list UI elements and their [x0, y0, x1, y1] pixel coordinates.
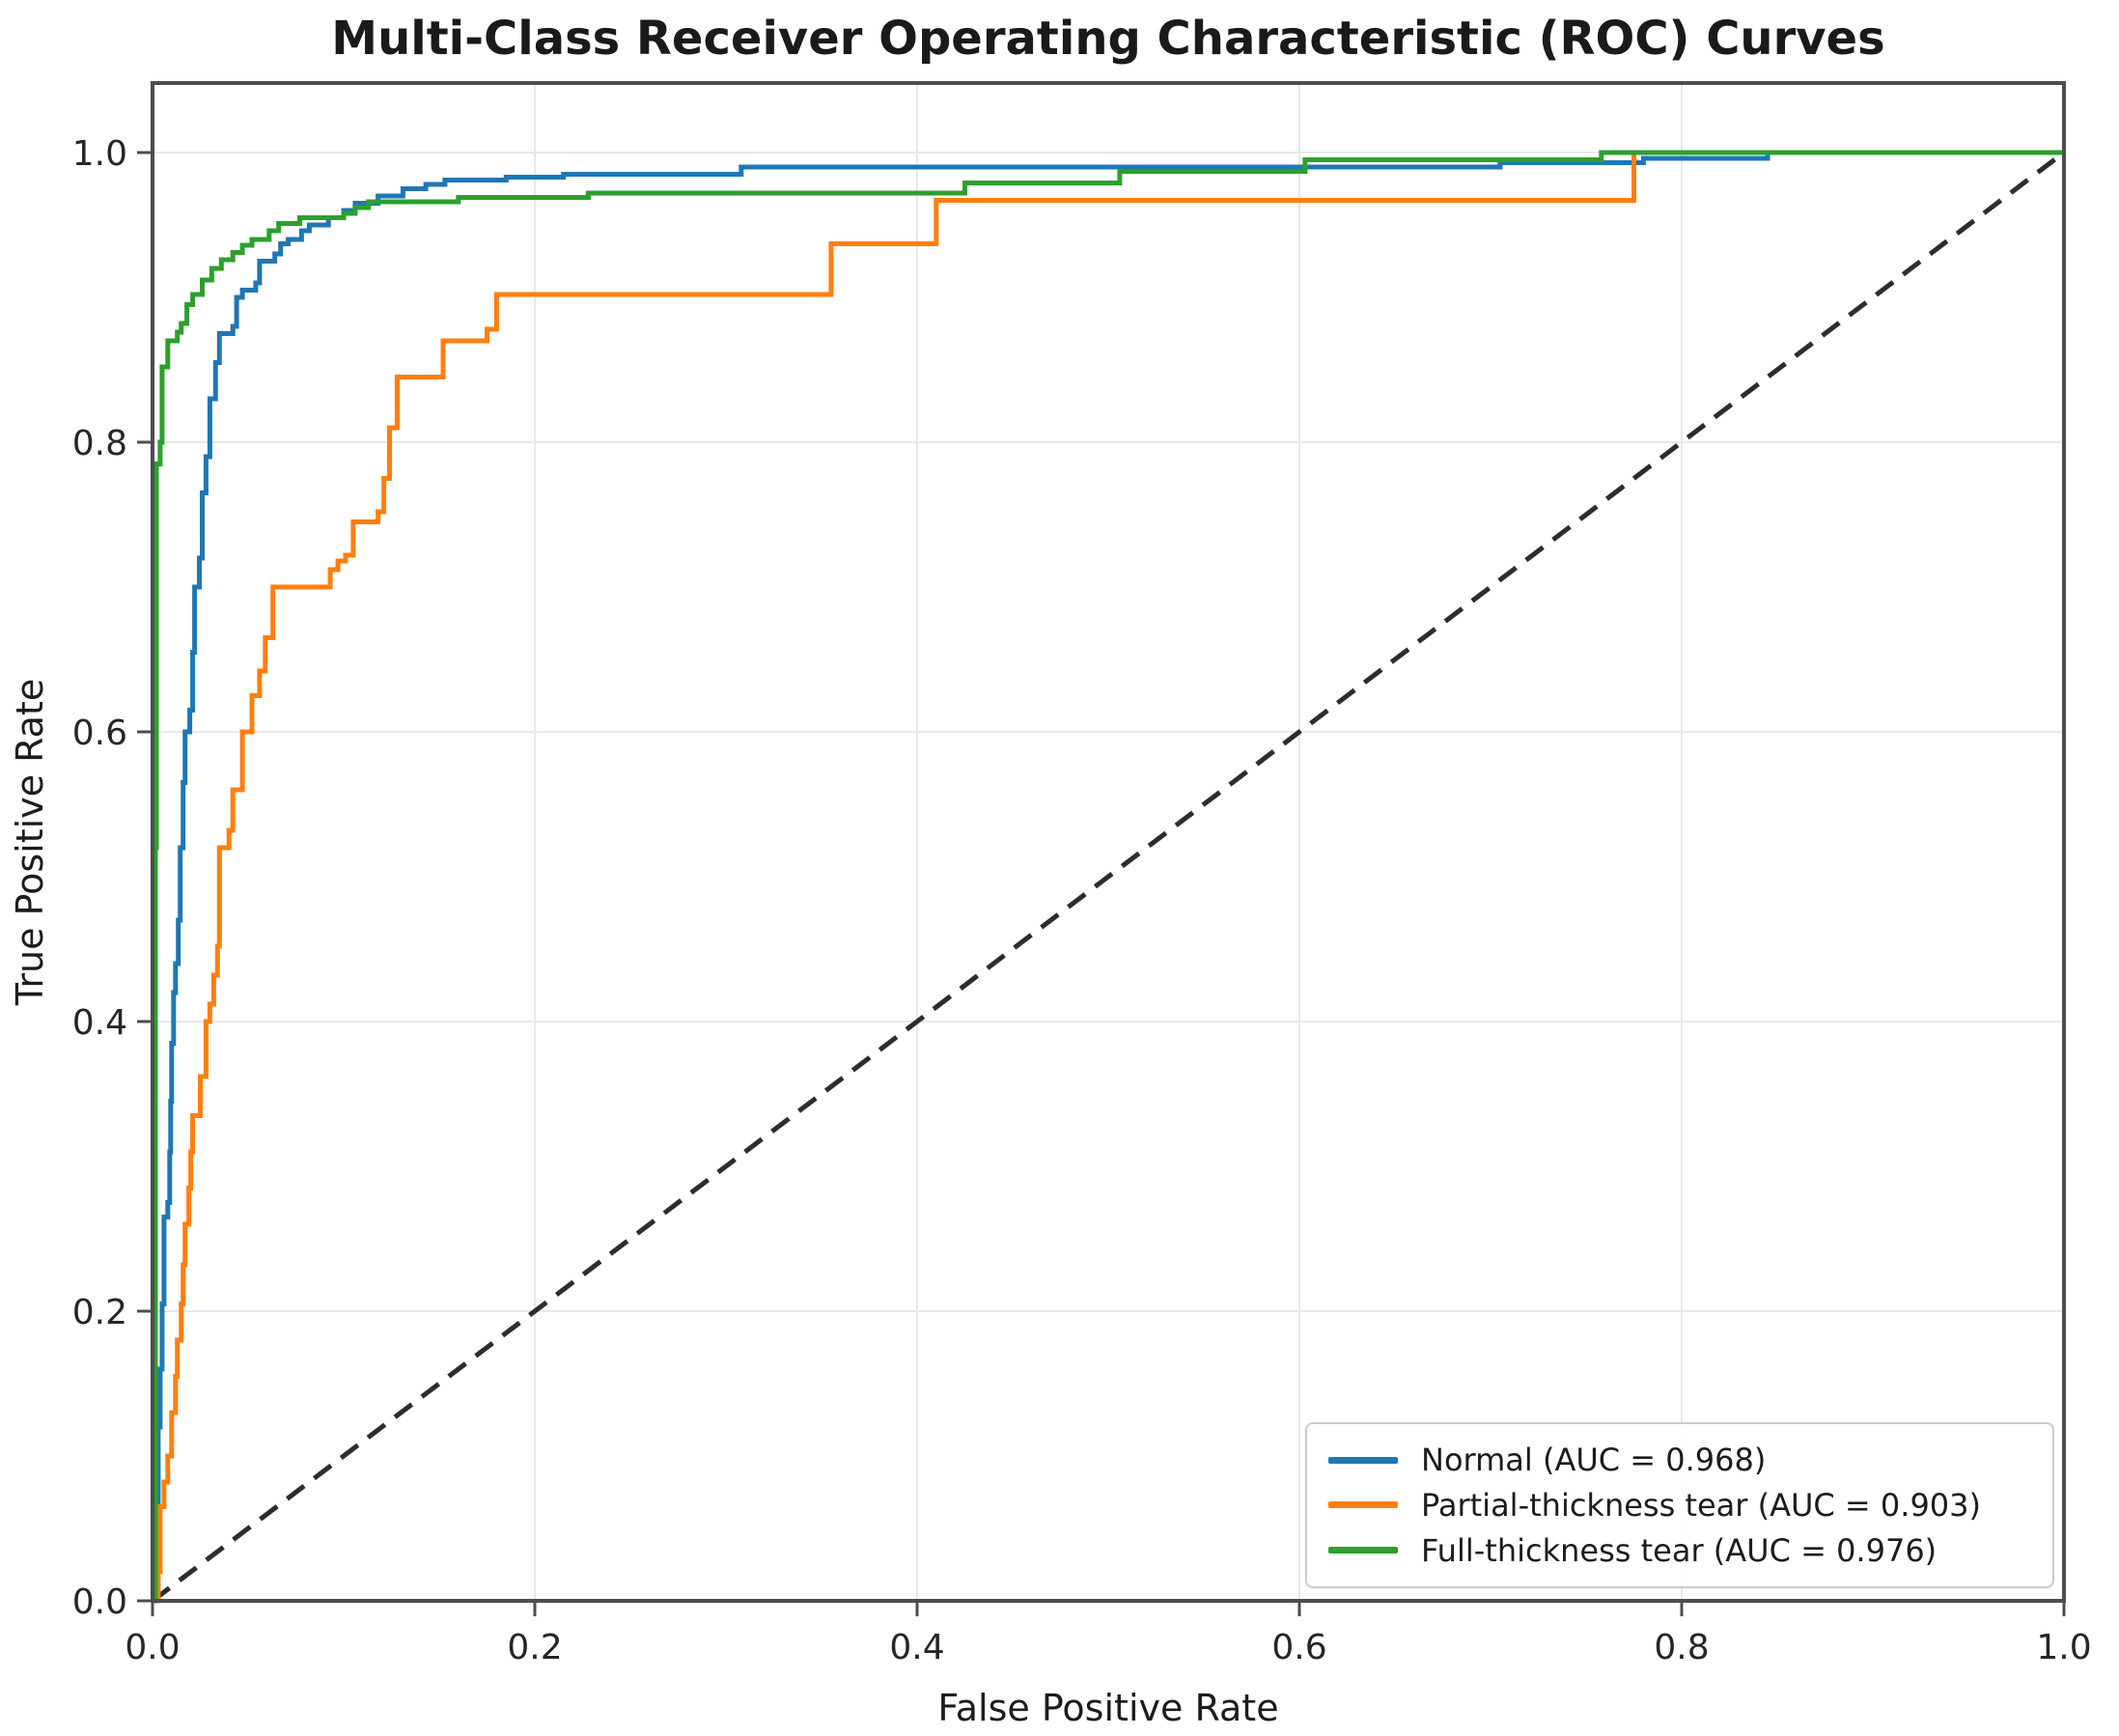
legend-label: Partial-thickness tear (AUC = 0.903) — [1421, 1486, 1981, 1524]
legend-label: Normal (AUC = 0.968) — [1421, 1442, 1767, 1479]
legend-line-swatch — [1328, 1547, 1398, 1554]
x-tick-label-0.2: 0.2 — [507, 1628, 562, 1667]
tick-labels: 0.0 0.2 0.4 0.6 0.8 1.0 0.0 0.2 0.4 0.6 0.8 1.0 — [72, 134, 2092, 1667]
legend-item-normal: Normal (AUC = 0.968) — [1328, 1444, 2031, 1475]
legend-line-swatch — [1328, 1501, 1398, 1509]
y-tick-label-0.2: 0.2 — [72, 1293, 127, 1332]
legend-label: Full-thickness tear (AUC = 0.976) — [1421, 1531, 1938, 1569]
y-tick-label-0.8: 0.8 — [72, 424, 127, 463]
axes-spines — [151, 81, 2066, 1603]
y-tick-label-0.6: 0.6 — [72, 714, 127, 753]
x-tick-label-0.6: 0.6 — [1271, 1628, 1326, 1667]
x-tick-label-0.8: 0.8 — [1654, 1628, 1709, 1667]
roc-curve-partial-thickness-tear — [153, 150, 2064, 1604]
plot-border — [151, 81, 2066, 1603]
y-tick-label-1.0: 1.0 — [72, 134, 127, 174]
legend-line-swatch — [1328, 1456, 1398, 1464]
gridlines — [152, 83, 2065, 1602]
x-tick-label-0.4: 0.4 — [889, 1628, 944, 1667]
chance-diagonal-layer — [151, 151, 2066, 1603]
legend: Normal (AUC = 0.968) Partial-thickness te… — [1305, 1422, 2054, 1588]
tick-marks — [137, 151, 2066, 1616]
roc-curves-layer — [153, 150, 2064, 1604]
roc-curve-normal — [153, 150, 2064, 1604]
y-tick-label-0.0: 0.0 — [72, 1582, 127, 1622]
chance-line — [151, 151, 2066, 1603]
y-axis-label: True Positive Rate — [9, 679, 51, 1007]
chart-title: Multi-Class Receiver Operating Character… — [331, 12, 1884, 66]
y-tick-label-0.4: 0.4 — [72, 1003, 127, 1043]
legend-item-partial-thickness: Partial-thickness tear (AUC = 0.903) — [1328, 1490, 2031, 1521]
x-tick-label-0.0: 0.0 — [125, 1628, 180, 1667]
legend-item-full-thickness: Full-thickness tear (AUC = 0.976) — [1328, 1535, 2031, 1566]
x-axis-label: False Positive Rate — [937, 1687, 1278, 1729]
x-tick-label-1.0: 1.0 — [2036, 1628, 2091, 1667]
roc-curve-full-thickness-tear — [153, 150, 2064, 1604]
